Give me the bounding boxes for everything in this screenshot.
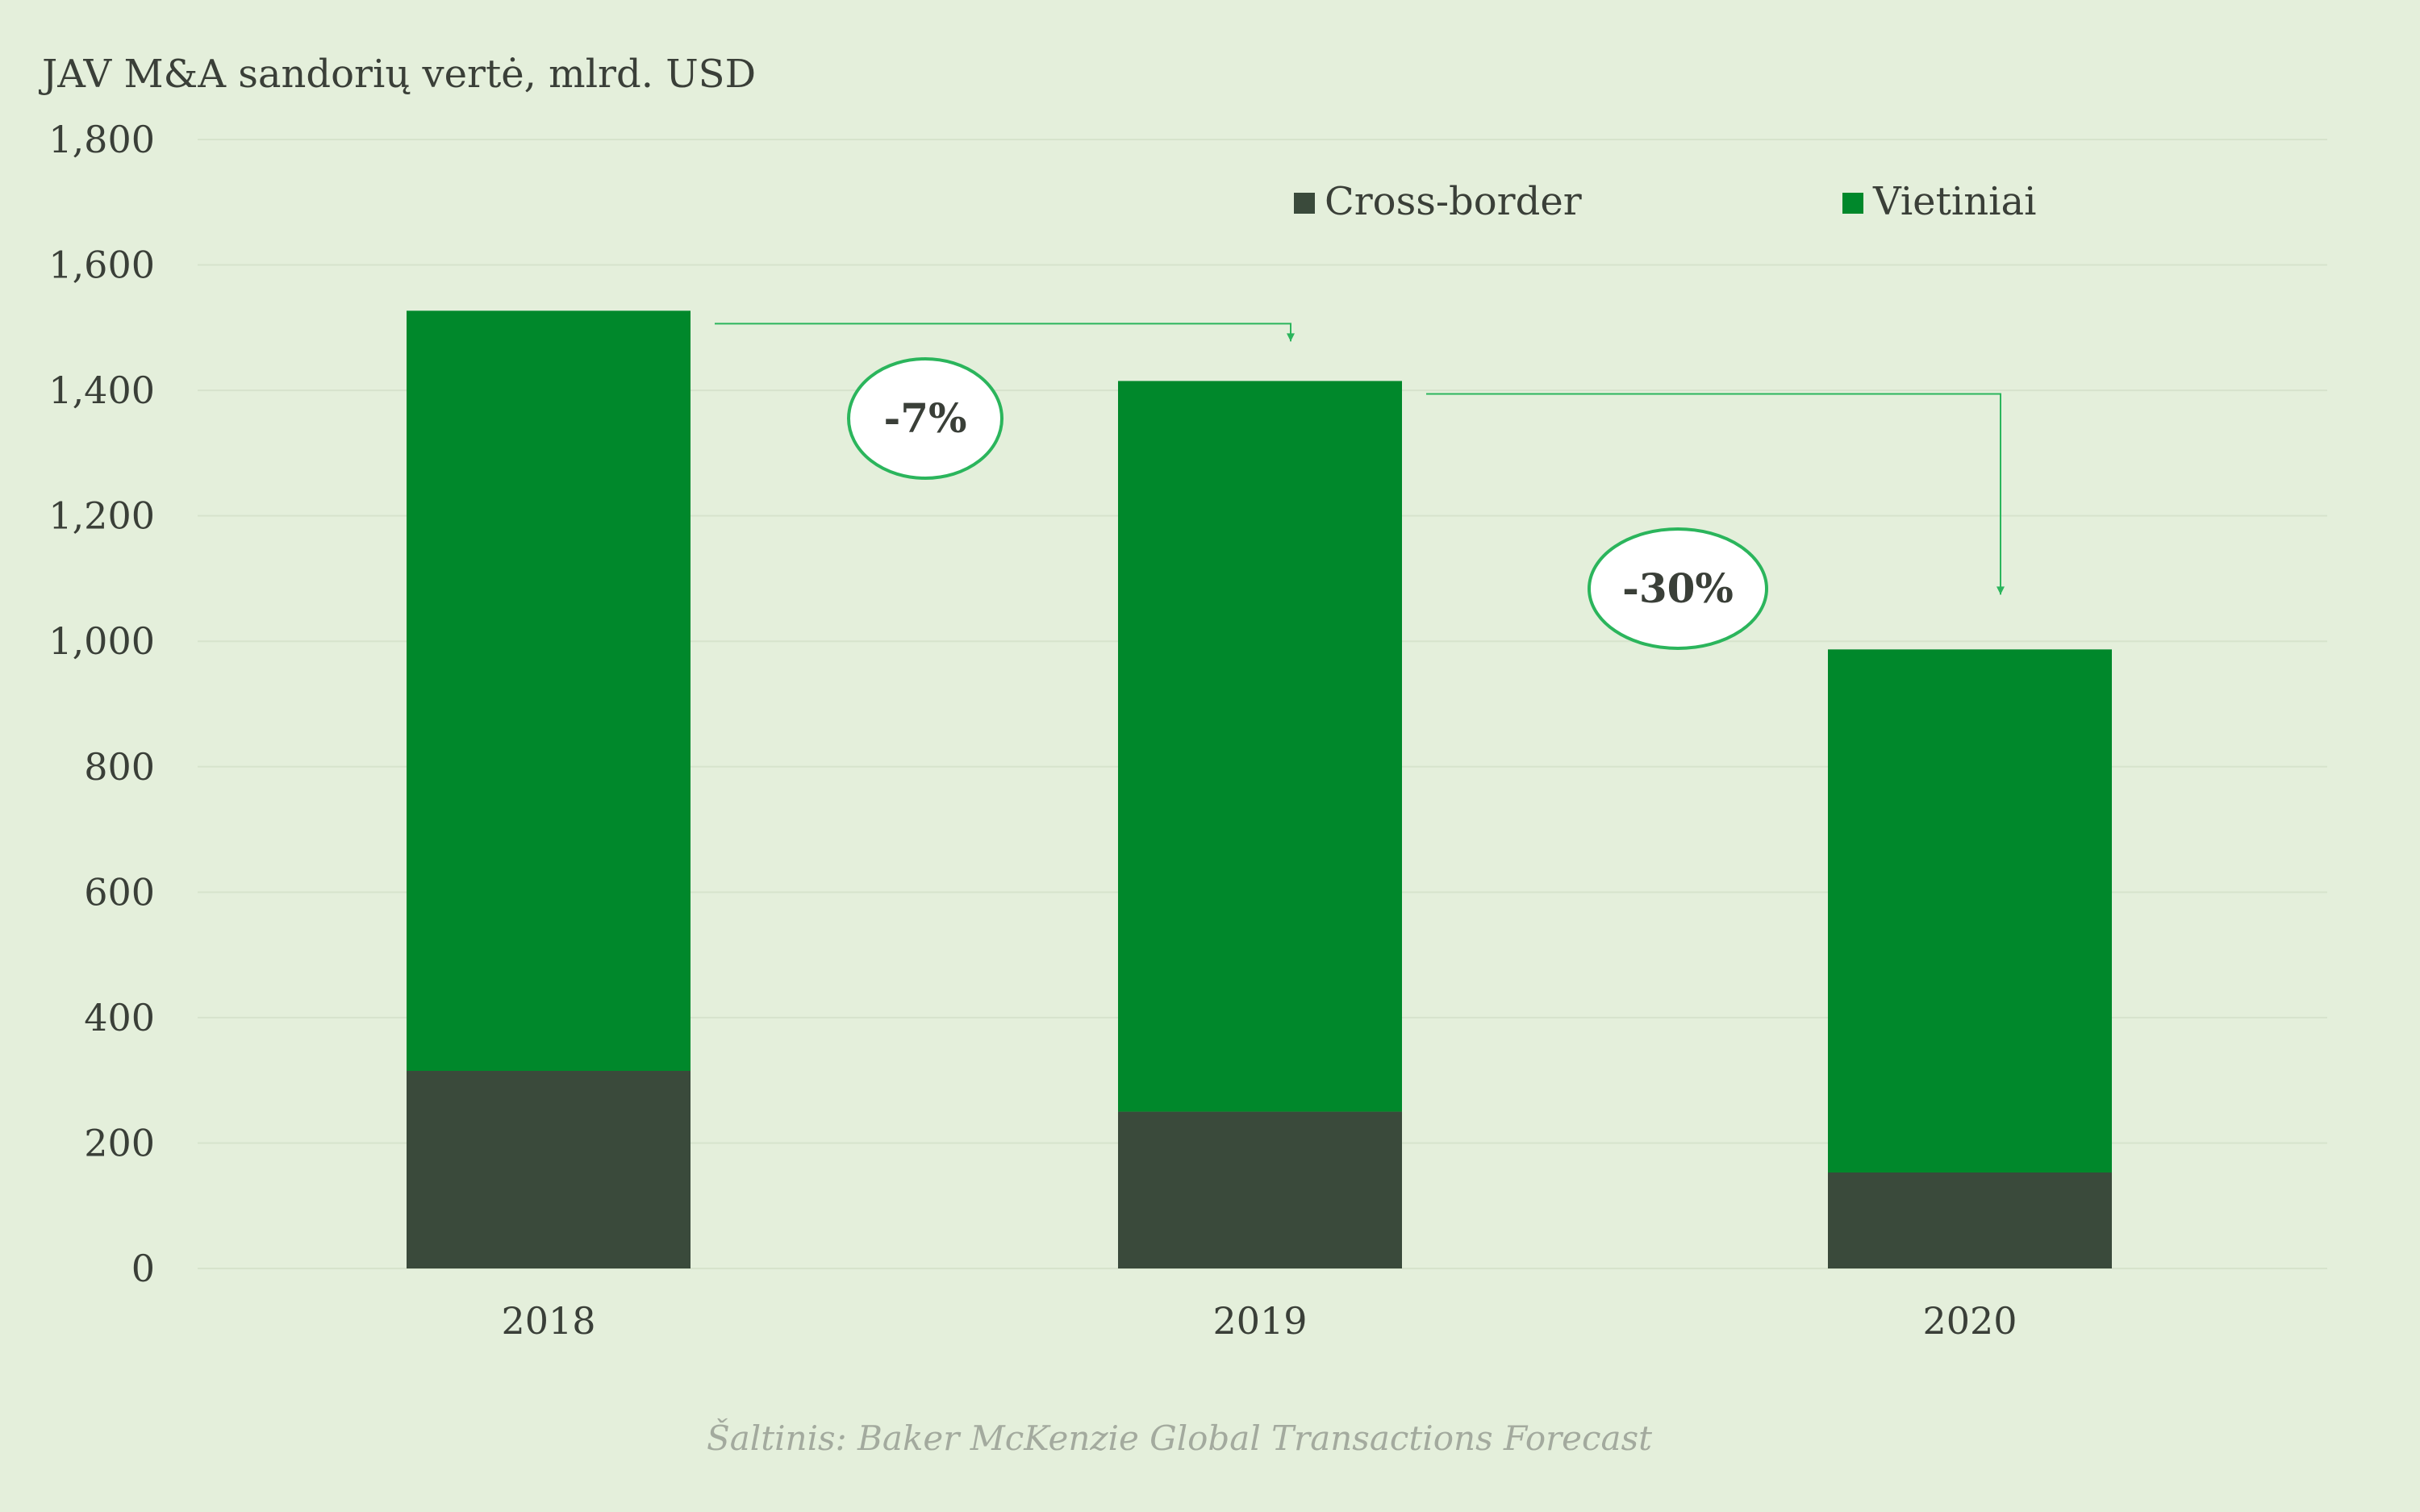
y-tick-label: 1,600 <box>48 244 155 287</box>
y-tick-label: 800 <box>84 745 155 789</box>
legend-swatch-vietiniai <box>1842 193 1863 214</box>
source-note: Šaltinis: Baker McKenzie Global Transact… <box>707 1418 1652 1458</box>
change-arrows: -7% -30% <box>715 323 2005 650</box>
change-badge <box>847 357 1003 480</box>
legend-swatch-cross-border <box>1294 193 1315 214</box>
bar-cross-border-2020 <box>1828 1173 2112 1268</box>
y-tick-label: 600 <box>84 870 155 914</box>
change-arrow-head <box>1996 586 2005 595</box>
bar-cross-border-2019 <box>1118 1111 1402 1268</box>
bar-vietiniai-2020 <box>1828 649 2112 1173</box>
y-tick-label: 200 <box>84 1121 155 1164</box>
legend: Cross-border Vietiniai <box>1294 179 2036 224</box>
change-badge-label: -30% <box>1622 564 1734 612</box>
y-tick-label: 0 <box>131 1247 155 1290</box>
y-tick-label: 1,000 <box>48 619 155 663</box>
x-tick-label: 2019 <box>1212 1299 1307 1343</box>
bar-cross-border-2018 <box>407 1071 691 1268</box>
y-axis-ticks: 0 200 400 600 800 1,000 1,200 1,400 1,600 1,800 <box>48 118 155 1290</box>
change-arrow-head <box>1287 333 1295 342</box>
change-arrow-line <box>715 323 1291 342</box>
bar-vietiniai-2018 <box>407 310 691 1071</box>
legend-label-vietiniai: Vietiniai <box>1872 179 2036 224</box>
y-tick-label: 400 <box>84 996 155 1039</box>
legend-label-cross-border: Cross-border <box>1325 179 1582 224</box>
y-tick-label: 1,400 <box>48 369 155 412</box>
chart-title: JAV M&A sandorių vertė, mlrd. USD <box>38 52 756 97</box>
bars <box>407 310 2112 1268</box>
y-tick-label: 1,800 <box>48 118 155 161</box>
x-axis-labels: 2018 2019 2020 <box>501 1299 2017 1343</box>
change-badge <box>1588 527 1768 650</box>
change-badge-label: -7% <box>883 394 966 442</box>
bar-vietiniai-2019 <box>1118 381 1402 1112</box>
x-tick-label: 2020 <box>1922 1299 2017 1343</box>
change-arrow-line <box>1426 393 2001 595</box>
x-tick-label: 2018 <box>501 1299 595 1343</box>
y-tick-label: 1,200 <box>48 494 155 538</box>
